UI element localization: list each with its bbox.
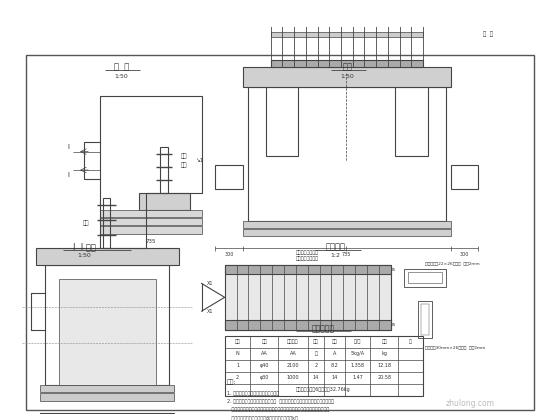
Text: 8.2: 8.2 [330, 363, 338, 368]
Text: 规格: 规格 [235, 339, 240, 344]
Text: 1.358: 1.358 [351, 363, 365, 368]
Bar [139, 193, 190, 210]
Bar [160, 147, 167, 193]
Bar [395, 87, 427, 156]
Text: 300: 300 [460, 252, 469, 257]
Bar [100, 218, 202, 226]
Text: 工程数量表: 工程数量表 [312, 324, 335, 333]
Text: 量: 量 [409, 339, 412, 344]
Text: 型号: 型号 [332, 339, 337, 344]
Text: X1: X1 [207, 281, 213, 286]
Bar [271, 60, 423, 67]
Text: 14: 14 [313, 375, 319, 380]
Text: φ30: φ30 [260, 375, 269, 380]
Text: 2: 2 [236, 375, 239, 380]
Text: 根数: 根数 [313, 339, 319, 344]
Text: 1. 本图尺寸除注明外均以毫米为单位。: 1. 本图尺寸除注明外均以毫米为单位。 [226, 391, 279, 396]
Text: 25: 25 [391, 323, 396, 327]
Text: 矩内外径30mm×26的钢管  壁厚2mm: 矩内外径30mm×26的钢管 壁厚2mm [425, 345, 485, 349]
Bar [103, 198, 110, 249]
Bar [418, 301, 432, 338]
Text: I  I 截面: I I 截面 [73, 242, 96, 251]
Text: 桥台台帽栏杆大样: 桥台台帽栏杆大样 [296, 256, 319, 261]
Text: 12.18: 12.18 [377, 363, 391, 368]
Text: 位仟: 位仟 [181, 153, 188, 159]
Text: 数量: 数量 [381, 339, 387, 344]
Bar [404, 269, 446, 287]
Text: zhulong.com: zhulong.com [446, 399, 495, 408]
Text: 20.58: 20.58 [377, 375, 391, 380]
Bar [225, 265, 391, 274]
Text: 桥台台帽栏杆布置: 桥台台帽栏杆布置 [296, 249, 319, 255]
Text: 735: 735 [146, 239, 156, 244]
Text: φ40: φ40 [260, 363, 269, 368]
Text: 2. 图中完之的部位在填筑台帽墩台前  从成栏杆柱脚，施工图设的的柱脚外槽塞入: 2. 图中完之的部位在填筑台帽墩台前 从成栏杆柱脚，施工图设的的柱脚外槽塞入 [226, 399, 333, 404]
Text: 2100: 2100 [287, 363, 299, 368]
Text: 材料: 材料 [262, 339, 267, 344]
Bar [100, 210, 202, 217]
Bar [408, 273, 442, 284]
Text: 台帽内均为槽末木，若需重置沿制图，应查最水平公关其周知道公测距应落。: 台帽内均为槽末木，若需重置沿制图，应查最水平公关其周知道公测距应落。 [226, 407, 329, 412]
Text: I: I [68, 144, 70, 150]
Text: A: A [333, 351, 336, 356]
Bar [45, 265, 169, 385]
Text: kg: kg [381, 351, 387, 356]
Text: 1:2: 1:2 [330, 253, 340, 258]
Bar [59, 279, 156, 385]
Bar [243, 229, 451, 236]
Bar [451, 165, 478, 189]
Text: 单件长度: 单件长度 [287, 339, 298, 344]
Bar [40, 393, 174, 401]
Text: 每台内栏杆组合6个间隔量32.76kg: 每台内栏杆组合6个间隔量32.76kg [296, 387, 351, 392]
Text: N: N [236, 351, 240, 356]
Bar [225, 265, 391, 330]
Text: 侧  面: 侧 面 [114, 62, 129, 71]
Text: 1.47: 1.47 [352, 375, 363, 380]
Text: 1:50: 1:50 [340, 74, 354, 79]
Text: 栏杆大样: 栏杆大样 [325, 242, 346, 251]
Bar [216, 165, 243, 189]
Bar [225, 336, 423, 396]
Text: 14: 14 [332, 375, 338, 380]
Text: X1: X1 [207, 309, 213, 314]
Text: 1: 1 [236, 363, 239, 368]
Text: AA: AA [261, 351, 268, 356]
Text: 2: 2 [314, 363, 318, 368]
Bar [271, 32, 423, 37]
Text: 300: 300 [225, 252, 234, 257]
Text: 备注:: 备注: [226, 379, 236, 385]
Text: 栏杆: 栏杆 [83, 221, 89, 226]
Text: 正面: 正面 [342, 62, 352, 71]
Text: 若需用示另制，弧设字参考8，应查令别日基本k。: 若需用示另制，弧设字参考8，应查令别日基本k。 [226, 416, 297, 420]
Bar [225, 320, 391, 330]
Text: AA: AA [290, 351, 296, 356]
Text: 矩内外径管22×26的钢管  壁厚2mm: 矩内外径管22×26的钢管 壁厚2mm [425, 261, 479, 265]
Text: 1000: 1000 [287, 375, 299, 380]
Bar [243, 67, 451, 87]
Bar [36, 249, 179, 265]
Bar [248, 87, 446, 221]
Bar [271, 2, 423, 9]
Text: ↘1: ↘1 [195, 158, 203, 163]
Text: 重/个: 重/个 [354, 339, 361, 344]
Bar [40, 385, 174, 392]
Bar [421, 304, 430, 335]
Text: 1:50: 1:50 [78, 253, 91, 258]
Text: 栏杆: 栏杆 [181, 163, 188, 168]
Text: I: I [68, 172, 70, 178]
Text: 25: 25 [391, 268, 396, 272]
Bar [266, 87, 298, 156]
Bar [100, 226, 202, 234]
Text: 栏  杆: 栏 杆 [483, 32, 493, 37]
Text: 梁: 梁 [315, 351, 318, 356]
Bar [40, 412, 174, 420]
Bar [243, 221, 451, 228]
Text: 735: 735 [342, 252, 351, 257]
Text: 1:50: 1:50 [115, 74, 128, 79]
Text: 5kg/A: 5kg/A [351, 351, 365, 356]
